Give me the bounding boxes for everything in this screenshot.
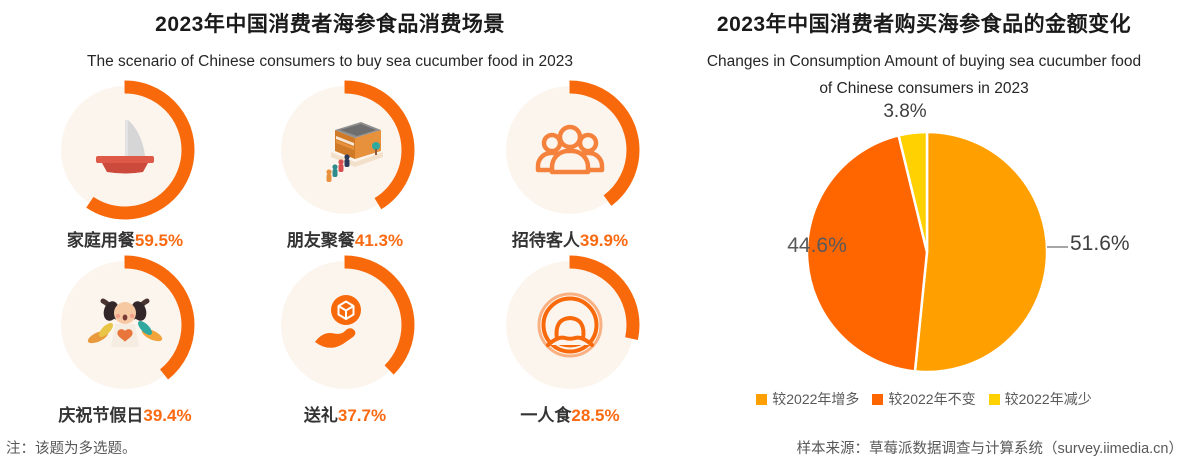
- celebration-icon: [87, 298, 163, 347]
- right-chart-subtitle-line2: of Chinese consumers in 2023: [819, 80, 1029, 97]
- scenario-label-family-dining: 家庭用餐59.5%: [15, 226, 235, 251]
- donut-ring: [500, 255, 640, 395]
- legend-swatch-increase: [756, 393, 768, 405]
- scenario-name: 招待客人: [511, 231, 580, 250]
- scenario-item-eating-alone: 一人食28.5%: [500, 255, 640, 425]
- right-chart-title: 2023年中国消费者购买海参食品的金额变化: [716, 13, 1132, 36]
- legend-swatch-decrease: [988, 393, 1000, 405]
- donut-ring: [55, 255, 195, 395]
- scenario-item-friends-gathering: 朋友聚餐41.3%: [275, 80, 415, 250]
- pie-leader-line: [1047, 246, 1068, 248]
- scenario-label-eating-alone: 一人食28.5%: [460, 401, 680, 426]
- pie-label-unchanged: 44.6%: [787, 234, 847, 257]
- scenario-label-friends-gathering: 朋友聚餐41.3%: [235, 226, 455, 251]
- scenario-item-family-dining: 家庭用餐59.5%: [55, 80, 195, 250]
- pie-label-decrease: 3.8%: [883, 101, 927, 122]
- legend-item-decrease: 较2022年减少: [988, 389, 1092, 409]
- queue-people: [326, 154, 350, 182]
- scenario-value: 39.9%: [579, 231, 629, 250]
- legend-swatch-unchanged: [872, 393, 884, 405]
- pie-legend: 较2022年增多 较2022年不变 较2022年减少: [660, 389, 1188, 409]
- right-chart-subtitle-line1: Changes in Consumption Amount of buying …: [706, 53, 1142, 70]
- scenario-label-gift-giving: 送礼37.7%: [235, 401, 455, 426]
- guests-group-icon: [535, 124, 605, 175]
- scenario-item-celebrating-holidays: 庆祝节假日39.4%: [55, 255, 195, 425]
- donut-ring: [275, 80, 415, 220]
- amount-change-chart-panel: 2023年中国消费者购买海参食品的金额变化 Changes in Consump…: [660, 0, 1188, 464]
- covered-dish-icon: [96, 120, 154, 174]
- pie-slice-0: [913, 130, 1049, 374]
- scenario-value: 37.7%: [337, 406, 387, 425]
- scenario-name: 家庭用餐: [66, 231, 135, 250]
- scenario-value: 28.5%: [571, 406, 620, 425]
- scenario-value: 41.3%: [354, 231, 404, 250]
- multiple-choice-note: 注：该题为多选题。: [6, 441, 137, 457]
- donut-ring: [55, 80, 195, 220]
- scenario-label-entertaining-guests: 招待客人39.9%: [460, 226, 680, 251]
- scenario-value: 39.4%: [143, 406, 192, 425]
- scenario-value: 59.5%: [134, 231, 184, 250]
- scenario-name: 送礼: [303, 406, 338, 425]
- donut-ring: [275, 255, 415, 395]
- legend-label-increase: 较2022年增多: [772, 391, 860, 407]
- pie-svg: [805, 130, 1049, 374]
- scenario-item-gift-giving: 送礼37.7%: [275, 255, 415, 425]
- scenario-name: 庆祝节假日: [58, 406, 144, 425]
- legend-label-unchanged: 较2022年不变: [888, 391, 976, 407]
- pie-slice-2: [897, 130, 929, 254]
- donut-ring: [500, 80, 640, 220]
- legend-item-unchanged: 较2022年不变: [872, 389, 976, 409]
- scenario-item-entertaining-guests: 招待客人39.9%: [500, 80, 640, 250]
- scenario-label-celebrating-holidays: 庆祝节假日39.4%: [15, 401, 235, 426]
- legend-item-increase: 较2022年增多: [756, 389, 859, 409]
- pie-label-increase: 51.6%: [1070, 232, 1130, 255]
- pie-slice-1: [805, 134, 929, 373]
- legend-label-decrease: 较2022年减少: [1004, 391, 1092, 407]
- scenario-chart-panel: 2023年中国消费者海参食品消费场景 The scenario of Chine…: [6, 13, 640, 457]
- sample-source-note: 样本来源：草莓派数据调查与计算系统（survey.iimedia.cn）: [796, 441, 1183, 457]
- scenario-name: 朋友聚餐: [286, 231, 355, 250]
- left-chart-subtitle: The scenario of Chinese consumers to buy…: [87, 53, 573, 70]
- left-chart-title: 2023年中国消费者海参食品消费场景: [155, 13, 505, 36]
- gift-hand-icon: [315, 295, 361, 348]
- solo-diner-icon: [537, 292, 603, 358]
- restaurant-queue-icon: [326, 122, 383, 182]
- scenario-name: 一人食: [520, 406, 572, 425]
